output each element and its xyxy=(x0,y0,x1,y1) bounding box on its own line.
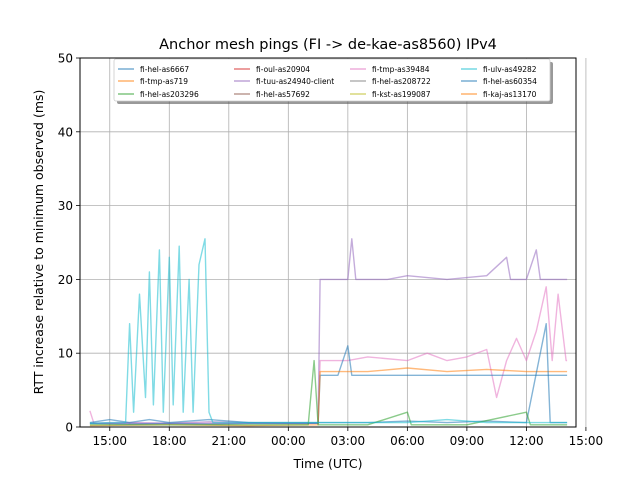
y-tick-label: 10 xyxy=(58,347,73,361)
legend-label: fi-kst-as199087 xyxy=(372,90,431,99)
series-line-6 xyxy=(89,238,568,424)
legend-label: fi-hel-as57692 xyxy=(256,90,310,99)
legend-label: fi-tmp-as719 xyxy=(140,77,188,86)
x-axis-label: Time (UTC) xyxy=(292,456,362,471)
y-axis-label: RTT increase relative to minimum observe… xyxy=(31,90,46,395)
y-axis-ticks: 0 10 20 30 40 50 xyxy=(58,52,80,435)
legend-label: fi-ulv-as49282 xyxy=(483,65,537,74)
legend-label: fi-tuu-as24940-client xyxy=(256,77,334,86)
y-tick-label: 0 xyxy=(65,421,73,435)
y-tick-label: 20 xyxy=(58,273,73,287)
legend-label: fi-kaj-as13170 xyxy=(483,90,537,99)
legend-label: fi-hel-as6667 xyxy=(140,65,189,74)
x-tick-label: 15:00 xyxy=(92,434,127,448)
x-tick-label: 21:00 xyxy=(212,434,247,448)
x-tick-label: 00:00 xyxy=(271,434,306,448)
legend-label: fi-tmp-as39484 xyxy=(372,65,430,74)
legend-label: fi-oul-as20904 xyxy=(256,65,310,74)
x-tick-label: 15:00 xyxy=(569,434,604,448)
plot-frame xyxy=(79,57,577,428)
y-tick-label: 40 xyxy=(58,125,73,139)
x-tick-label: 09:00 xyxy=(450,434,485,448)
grid-lines xyxy=(80,57,587,428)
legend-label: fi-hel-as60354 xyxy=(483,77,537,86)
y-tick-label: 30 xyxy=(58,199,73,213)
legend-label: fi-hel-as208722 xyxy=(372,77,431,86)
x-tick-label: 12:00 xyxy=(509,434,544,448)
legend: fi-hel-as6667 fi-tmp-as719 fi-hel-as203296… xyxy=(113,58,553,104)
y-tick-label: 50 xyxy=(58,52,73,66)
x-tick-label: 18:00 xyxy=(152,434,187,448)
series-line-5 xyxy=(89,359,568,426)
x-tick-label: 06:00 xyxy=(390,434,425,448)
x-tick-label: 03:00 xyxy=(331,434,366,448)
legend-box xyxy=(113,58,551,102)
chart-title: Anchor mesh pings (FI -> de-kae-as8560) … xyxy=(159,37,497,53)
series-line-3 xyxy=(89,367,568,427)
x-axis-ticks: 15:00 18:00 21:00 00:00 03:00 06:00 09:00 12:00… xyxy=(92,427,603,448)
legend-label: fi-hel-as203296 xyxy=(140,90,199,99)
series-line-2 xyxy=(89,345,568,425)
series-layer xyxy=(89,238,568,427)
plot-area: 15:00 18:00 21:00 00:00 03:00 06:00 09:00 12:00… xyxy=(58,52,603,449)
